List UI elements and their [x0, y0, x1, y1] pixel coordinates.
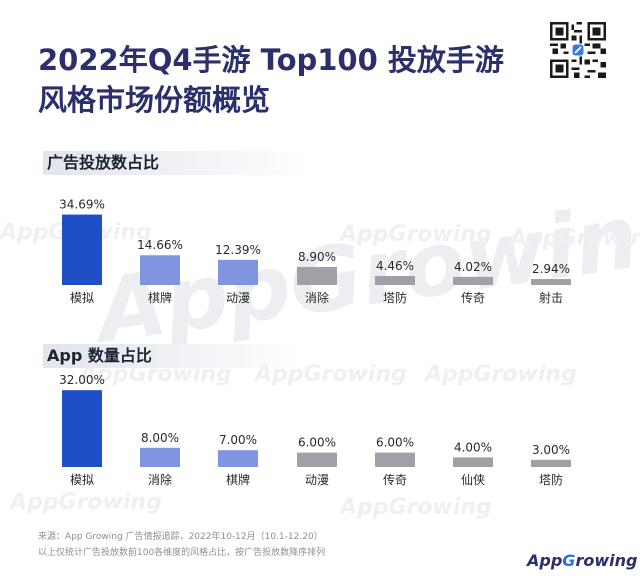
category-label-6: 传奇: [461, 290, 485, 305]
category-label-7: 塔防: [539, 472, 563, 487]
bar-6: [453, 276, 493, 285]
qr-code-icon: [550, 22, 606, 78]
bar-4: [297, 266, 337, 285]
value-label-3: 7.00%: [219, 433, 257, 447]
category-label-2: 消除: [148, 472, 172, 487]
bar-2: [140, 255, 180, 285]
bar-1: [62, 214, 102, 285]
ad-share-bar-chart: 34.69% 模拟 14.66% 棋牌 12.39% 动漫 8.90% 消除 4.46% 塔防 4.…: [59, 198, 571, 305]
bar-7: [531, 459, 571, 467]
bar-3: [218, 450, 258, 467]
bar-6: [453, 457, 493, 467]
value-label-2: 8.00%: [141, 431, 179, 445]
category-label-4: 消除: [305, 290, 329, 305]
title-line-2: 风格市场份额概览: [38, 83, 271, 117]
value-label-6: 4.00%: [454, 440, 492, 454]
bar-5: [375, 275, 415, 285]
category-label-2: 棋牌: [148, 291, 172, 305]
bar-3: [218, 259, 258, 285]
bar-2: [140, 447, 180, 467]
value-label-7: 3.00%: [532, 443, 570, 457]
app-count-bar-chart: 32.00% 模拟 8.00% 消除 7.00% 棋牌 6.00% 动漫 6.00% 传奇 4.00…: [59, 373, 571, 487]
category-label-7: 射击: [539, 290, 563, 305]
category-label-4: 动漫: [305, 473, 329, 487]
bar-1: [62, 390, 102, 467]
category-label-3: 动漫: [226, 291, 250, 305]
category-label-1: 模拟: [70, 291, 94, 305]
value-label-4: 8.90%: [298, 250, 336, 264]
chart1-title: 广告投放数占比: [43, 151, 310, 175]
bar-7: [531, 279, 571, 285]
value-label-4: 6.00%: [298, 436, 336, 450]
value-label-1: 32.00%: [59, 373, 105, 387]
app-growing-logo-icon: AppGrowing: [527, 551, 638, 570]
value-label-2: 14.66%: [137, 238, 183, 252]
bar-4: [297, 452, 337, 467]
category-label-3: 棋牌: [226, 473, 250, 487]
page-title: 2022年Q4手游 Top100 投放手游 风格市场份额概览: [38, 40, 504, 120]
chart2-title: App 数量占比: [43, 344, 302, 368]
method-note: 以上仅统计广告投放数前100各维度的风格占比，按广告投放数降序排列: [38, 548, 326, 558]
category-label-5: 塔防: [383, 290, 407, 305]
value-label-1: 34.69%: [59, 198, 105, 212]
category-label-5: 传奇: [383, 472, 407, 487]
value-label-7: 2.94%: [532, 262, 570, 276]
title-line-1: 2022年Q4手游 Top100 投放手游: [38, 43, 504, 77]
value-label-5: 6.00%: [376, 436, 414, 450]
value-label-5: 4.46%: [376, 259, 414, 273]
value-label-3: 12.39%: [215, 243, 261, 257]
category-label-6: 仙侠: [461, 473, 485, 487]
watermark-small: AppGrowing: [340, 495, 492, 520]
bar-5: [375, 452, 415, 467]
category-label-1: 模拟: [70, 473, 94, 487]
source-note: 来源：App Growing 广告情报追踪，2022年10-12月（10.1-1…: [38, 532, 323, 542]
value-label-6: 4.02%: [454, 260, 492, 274]
